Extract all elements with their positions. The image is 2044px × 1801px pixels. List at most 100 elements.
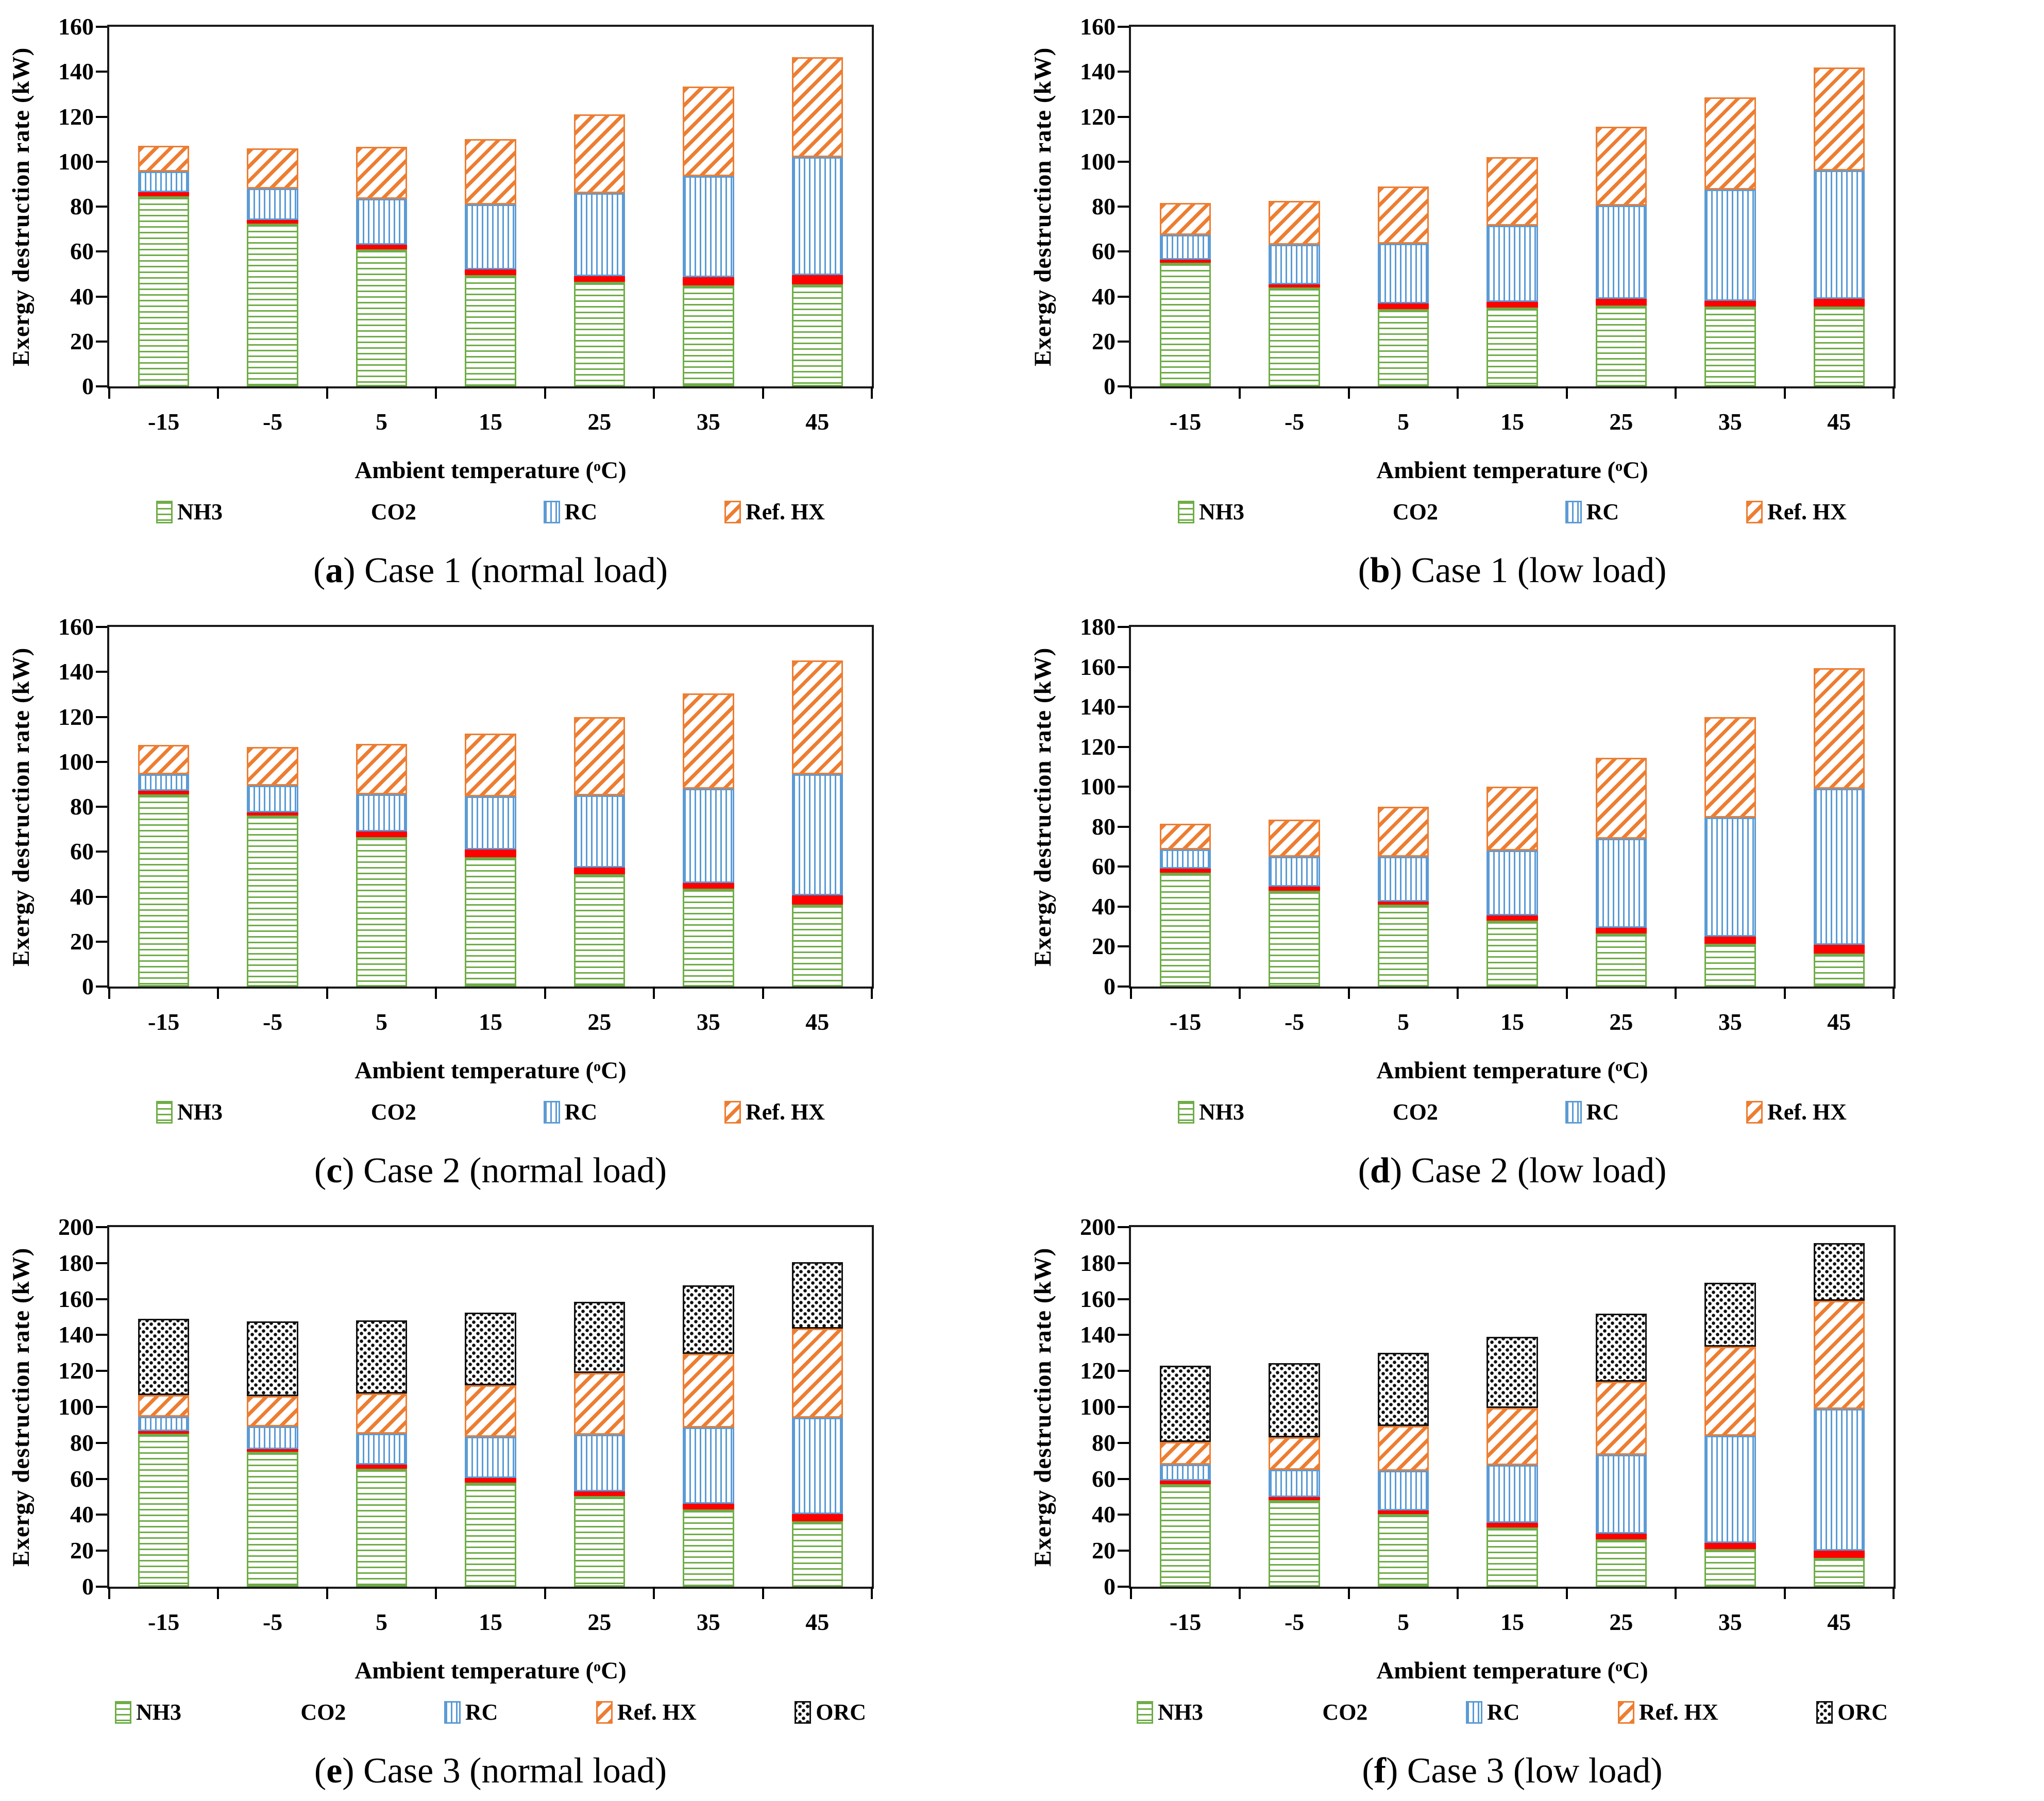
x-tick-mark bbox=[435, 987, 437, 999]
x-tick-mark bbox=[1565, 987, 1568, 999]
bar-segment-refhx bbox=[356, 743, 408, 795]
legend-label: RC bbox=[564, 1099, 598, 1125]
x-tick-mark bbox=[108, 987, 110, 999]
caption-close-paren: ) bbox=[1390, 551, 1411, 590]
x-axis-title-text: Ambient temperature ( bbox=[1376, 457, 1616, 484]
x-tick-label: 15 bbox=[478, 1009, 502, 1035]
x-axis-title: Ambient temperature (oC) bbox=[1129, 454, 1896, 483]
x-tick-mark bbox=[326, 1587, 328, 1599]
bar-segment-orc bbox=[1160, 1365, 1211, 1442]
x-axis-title: Ambient temperature (oC) bbox=[107, 454, 874, 483]
legend-item-refhx: Ref. HX bbox=[1746, 501, 1847, 523]
bar-segment-co2 bbox=[1813, 1551, 1865, 1558]
y-tick-label: 80 bbox=[1092, 1429, 1116, 1456]
x-tick-mark bbox=[326, 987, 328, 999]
rc-swatch-icon bbox=[543, 501, 560, 523]
bar-segment-refhx bbox=[247, 148, 298, 189]
bar-segment-nh3 bbox=[573, 1496, 626, 1587]
x-tick-mark bbox=[871, 987, 873, 999]
x-tick-mark bbox=[1675, 386, 1677, 399]
y-tick-mark bbox=[96, 295, 107, 298]
bar-segment-nh3 bbox=[791, 904, 843, 987]
y-tick-mark bbox=[1118, 1514, 1129, 1516]
x-tick-mark bbox=[1783, 987, 1786, 999]
bar-segment-refhx bbox=[1486, 1407, 1538, 1466]
bar-segment-co2 bbox=[138, 1431, 190, 1434]
x-tick-label: 15 bbox=[1500, 1009, 1524, 1035]
orc-swatch-icon bbox=[795, 1701, 812, 1724]
subplot-caption: (d) Case 2 (low load) bbox=[1067, 1151, 1957, 1191]
y-tick-mark bbox=[1118, 115, 1129, 118]
y-tick-label: 140 bbox=[1080, 693, 1116, 720]
x-axis-title-text: Ambient temperature ( bbox=[1376, 1657, 1616, 1684]
y-tick-label: 120 bbox=[58, 703, 94, 730]
x-tick-mark bbox=[1130, 386, 1132, 399]
y-tick-mark bbox=[1118, 786, 1129, 788]
y-tick-label: 60 bbox=[70, 838, 94, 865]
y-tick-mark bbox=[1118, 666, 1129, 668]
legend: NH3 CO2 RC Ref. HX bbox=[156, 501, 825, 523]
legend-label: RC bbox=[465, 1700, 498, 1725]
bar-segment-rc bbox=[1269, 1470, 1320, 1497]
bar-segment-co2 bbox=[356, 831, 408, 837]
caption-open-paren: ( bbox=[313, 551, 326, 590]
x-tick-label: -15 bbox=[1170, 1609, 1202, 1635]
y-tick-mark bbox=[1118, 745, 1129, 748]
y-tick-label: 160 bbox=[1080, 653, 1116, 680]
bar-segment-refhx bbox=[1160, 823, 1211, 850]
bar-segment-co2 bbox=[1595, 927, 1647, 934]
x-tick-mark bbox=[653, 1587, 655, 1599]
legend-item-rc: RC bbox=[1565, 1101, 1619, 1124]
legend-label: RC bbox=[1586, 1099, 1619, 1125]
x-tick-mark bbox=[1239, 1587, 1241, 1599]
bar-segment-rc bbox=[1377, 1470, 1429, 1510]
y-tick-mark bbox=[1118, 1334, 1129, 1336]
x-tick-label: 5 bbox=[376, 409, 388, 435]
legend-item-nh3: NH3 bbox=[156, 1101, 223, 1124]
caption-close-paren: ) bbox=[342, 1151, 364, 1191]
y-tick-label: 200 bbox=[58, 1214, 94, 1240]
x-axis-title-text: Ambient temperature ( bbox=[354, 1057, 594, 1084]
subplot-d: Exergy destruction rate (kW) 0 20 40 60 80 100… bbox=[1022, 600, 2044, 1200]
x-tick-mark bbox=[1457, 1587, 1459, 1599]
bar-segment-co2 bbox=[1160, 1481, 1211, 1485]
bar-segment-orc bbox=[138, 1319, 190, 1396]
x-tick-label: 25 bbox=[1609, 1009, 1633, 1035]
caption-title: Case 2 (low load) bbox=[1411, 1151, 1667, 1191]
legend-item-refhx: Ref. HX bbox=[724, 501, 825, 523]
refhx-swatch-icon bbox=[724, 1101, 741, 1124]
y-tick-label: 120 bbox=[1080, 733, 1116, 760]
bar-segment-nh3 bbox=[683, 889, 734, 987]
y-tick-label: 100 bbox=[58, 1394, 94, 1420]
y-tick-label: 40 bbox=[1092, 1501, 1116, 1528]
y-tick-label: 0 bbox=[1104, 973, 1116, 999]
bar-segment-rc bbox=[683, 789, 734, 883]
bar-segment-nh3 bbox=[247, 223, 298, 386]
y-tick-mark bbox=[96, 760, 107, 763]
legend-label: RC bbox=[1586, 499, 1619, 524]
x-tick-mark bbox=[1675, 987, 1677, 999]
bar-segment-refhx bbox=[1595, 1382, 1647, 1455]
y-tick-mark bbox=[96, 1370, 107, 1372]
bar-segment-refhx bbox=[1269, 201, 1320, 245]
caption-close-paren: ) bbox=[343, 551, 365, 590]
bar-segment-nh3 bbox=[1160, 1484, 1211, 1587]
nh3-swatch-icon bbox=[115, 1701, 131, 1724]
refhx-swatch-icon bbox=[596, 1701, 613, 1724]
x-tick-label: 15 bbox=[478, 409, 502, 435]
bar-segment-refhx bbox=[465, 1385, 516, 1437]
legend-item-co2: CO2 bbox=[1371, 1101, 1438, 1124]
bar-segment-co2 bbox=[683, 1504, 734, 1509]
bar-segment-nh3 bbox=[465, 857, 516, 987]
y-tick-label: 40 bbox=[70, 1501, 94, 1528]
x-tick-label: 45 bbox=[1827, 1009, 1851, 1035]
bar-segment-refhx bbox=[1377, 807, 1429, 857]
bar-segment-rc bbox=[1813, 789, 1865, 945]
x-tick-label: 45 bbox=[805, 1609, 830, 1635]
bar-segment-rc bbox=[1704, 190, 1756, 301]
bar-segment-co2 bbox=[1486, 1523, 1538, 1527]
legend-item-nh3: NH3 bbox=[1178, 501, 1244, 523]
bar-segment-refhx bbox=[1813, 668, 1865, 789]
bar-segment-co2 bbox=[1595, 1534, 1647, 1539]
